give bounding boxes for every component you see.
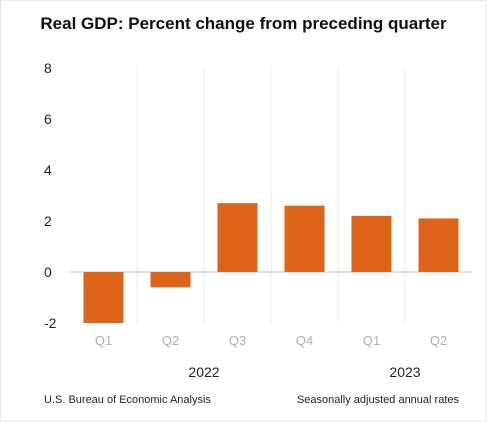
y-tick-label: 6 <box>44 111 52 127</box>
x-tick-label: Q2 <box>162 333 179 348</box>
bar-5 <box>351 215 392 272</box>
y-tick-label: 4 <box>44 162 52 178</box>
bar-4 <box>284 205 325 272</box>
x-tick-label: Q2 <box>430 333 447 348</box>
year-label: 2023 <box>389 364 420 380</box>
chart-title: Real GDP: Percent change from preceding … <box>40 14 447 33</box>
year-label: 2022 <box>188 364 219 380</box>
bar-2 <box>150 272 191 288</box>
y-tick-label: 2 <box>44 213 52 229</box>
bar-3 <box>217 203 258 272</box>
x-tick-label: Q4 <box>296 333 313 348</box>
y-tick-label: -2 <box>44 315 57 331</box>
x-tick-label: Q3 <box>229 333 246 348</box>
source-note: U.S. Bureau of Economic Analysis <box>44 394 211 406</box>
x-tick-label: Q1 <box>363 333 380 348</box>
bar-6 <box>418 218 459 272</box>
bar-1 <box>83 272 124 323</box>
x-tick-label: Q1 <box>95 333 112 348</box>
y-tick-label: 0 <box>44 264 52 280</box>
y-tick-label: 8 <box>44 60 52 76</box>
rates-note: Seasonally adjusted annual rates <box>296 394 459 406</box>
